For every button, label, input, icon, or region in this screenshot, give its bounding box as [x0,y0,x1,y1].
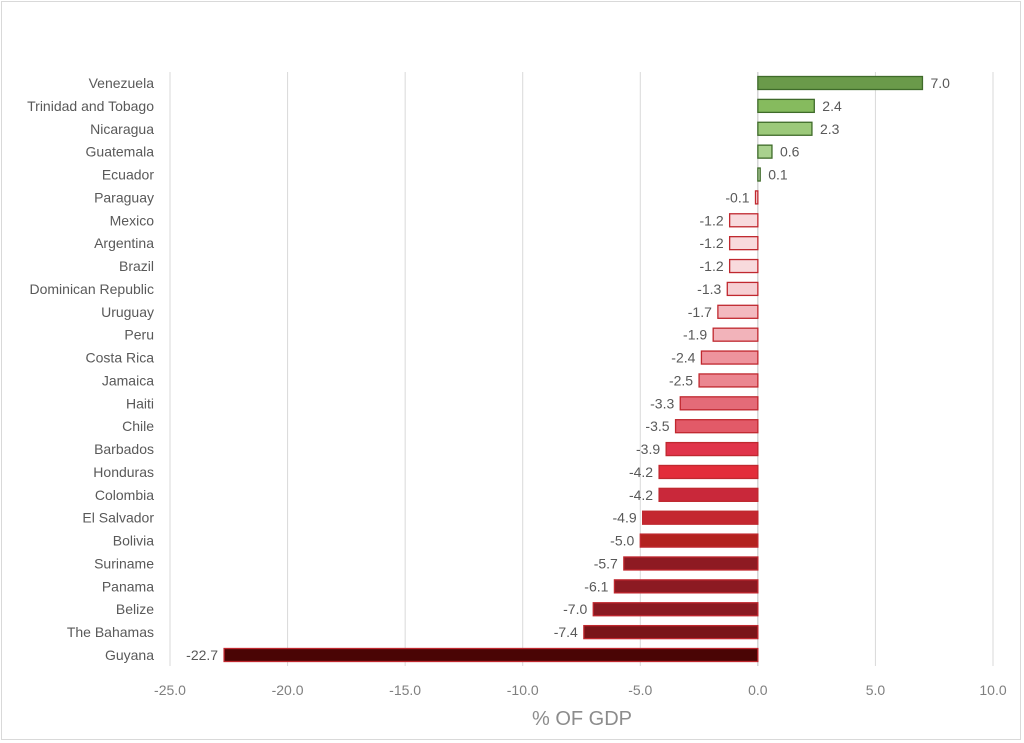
data-label: -4.9 [613,510,637,526]
category-label: Uruguay [101,304,154,320]
category-label: Brazil [119,258,154,274]
category-label: Peru [124,327,154,343]
category-label: Costa Rica [86,350,155,366]
bar-barbados [665,441,759,457]
data-label: -1.7 [688,304,712,320]
bar-colombia [658,487,759,502]
bar-chile [674,419,759,434]
bar-paraguay [754,190,759,205]
bar-nicaragua [757,121,813,136]
category-labels: Venezuela Trinidad and Tobago Nicaragua Gua… [27,75,154,663]
data-label: -22.7 [186,647,218,663]
data-label: -5.0 [610,533,634,549]
x-tick-label: -15.0 [389,682,421,698]
bar-panama [613,579,759,594]
category-label: El Salvador [82,510,154,526]
category-label: Bolivia [113,533,154,549]
bar-guatemala [757,144,773,159]
category-label: Panama [102,578,154,594]
bar-honduras [658,464,759,480]
data-label: 0.1 [768,167,788,183]
x-tick-label: -5.0 [628,682,652,698]
category-label: Chile [122,418,154,434]
gridlines [169,72,994,666]
category-label: Guatemala [86,144,155,160]
category-label: Colombia [95,487,154,503]
x-tick-label: 10.0 [979,682,1006,698]
bar-uruguay [717,304,759,319]
bar-belize [592,602,759,617]
data-label: -2.5 [669,372,693,388]
data-label: -7.0 [563,601,587,617]
bar-jamaica [698,373,759,388]
bar-the-bahamas [583,624,759,640]
category-label: Paraguay [94,189,154,205]
bar-suriname [623,556,759,571]
x-axis-title: % OF GDP [532,708,632,730]
data-label: -3.5 [645,418,669,434]
category-label: Honduras [93,464,154,480]
data-labels: 7.02.42.30.60.1-0.1-1.2-1.2-1.2-1.3-1.7-… [186,75,950,663]
bars [223,75,924,663]
category-label: Belize [116,601,154,617]
bar-el-salvador [641,510,759,525]
data-label: -1.9 [683,327,707,343]
bar-venezuela [757,75,924,91]
bar-ecuador [757,167,761,182]
data-label: -5.7 [594,555,618,571]
data-label: -1.2 [700,258,724,274]
x-tick-label: -10.0 [507,682,539,698]
data-label: -0.1 [725,189,749,205]
data-label: 2.4 [822,98,842,114]
category-label: Jamaica [102,372,154,388]
data-label: -6.1 [584,578,608,594]
category-label: Nicaragua [90,121,154,137]
category-label: Argentina [94,235,154,251]
data-label: -4.2 [629,464,653,480]
bar-costa-rica [700,350,759,365]
bar-trinidad-and-tobago [757,98,815,114]
category-label: Trinidad and Tobago [27,98,154,114]
data-label: -2.4 [671,350,695,366]
x-tick-label: 5.0 [866,682,886,698]
category-label: Guyana [105,647,154,663]
category-label: Suriname [94,555,154,571]
bar-bolivia [639,533,759,548]
bar-mexico [728,213,759,228]
x-tick-labels: -25.0 -20.0 -15.0 -10.0 -5.0 0.0 5.0 10.0 [154,682,1007,698]
data-label: -7.4 [554,624,578,640]
data-label: -1.2 [700,235,724,251]
data-label: 2.3 [820,121,840,137]
x-tick-label: -20.0 [272,682,304,698]
data-label: -3.9 [636,441,660,457]
bar-brazil [728,258,759,274]
data-label: -1.3 [697,281,721,297]
category-label: Ecuador [102,167,154,183]
x-tick-label: -25.0 [154,682,186,698]
bar-haiti [679,396,759,411]
data-label: -3.3 [650,395,674,411]
category-label: Barbados [94,441,154,457]
x-tick-label: 0.0 [748,682,768,698]
category-label: Haiti [126,395,154,411]
category-label: Venezuela [89,75,155,91]
category-label: The Bahamas [67,624,154,640]
category-label: Dominican Republic [29,281,154,297]
data-label: 0.6 [780,144,800,160]
bar-guyana [223,647,759,663]
category-label: Mexico [110,212,155,228]
bar-dominican-republic [726,281,759,297]
data-label: 7.0 [930,75,950,91]
data-label: -4.2 [629,487,653,503]
data-label: -1.2 [700,212,724,228]
bar-peru [712,327,759,342]
bar-argentina [728,236,759,251]
